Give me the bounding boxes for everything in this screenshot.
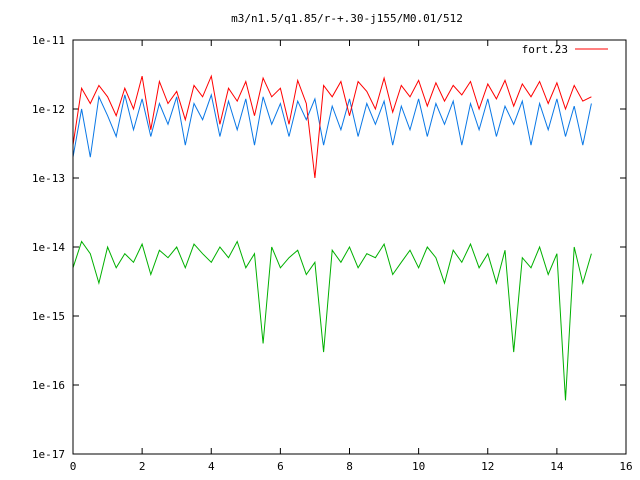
legend-label: fort.23 bbox=[522, 43, 568, 56]
series-line bbox=[72, 74, 592, 179]
chart-title: m3/n1.5/q1.85/r-+.30-j155/M0.01/512 bbox=[231, 12, 463, 25]
series-layer bbox=[72, 74, 592, 401]
y-tick-label: 1e-17 bbox=[32, 448, 65, 461]
y-tick-label: 1e-13 bbox=[32, 172, 65, 185]
x-tick-label: 0 bbox=[70, 460, 77, 473]
legend: fort.23 bbox=[522, 43, 608, 56]
x-tick-label: 4 bbox=[208, 460, 215, 473]
x-tick-label: 14 bbox=[550, 460, 564, 473]
series-line bbox=[72, 240, 592, 401]
y-tick-label: 1e-11 bbox=[32, 34, 65, 47]
series-line bbox=[72, 93, 592, 158]
x-tick-label: 2 bbox=[139, 460, 146, 473]
plot-frame bbox=[72, 39, 627, 455]
x-tick-label: 8 bbox=[346, 460, 353, 473]
y-tick-label: 1e-16 bbox=[32, 379, 65, 392]
x-tick-label: 10 bbox=[412, 460, 425, 473]
y-tick-label: 1e-14 bbox=[32, 241, 65, 254]
x-tick-label: 6 bbox=[277, 460, 284, 473]
x-tick-label: 12 bbox=[481, 460, 494, 473]
y-tick-label: 1e-12 bbox=[32, 103, 65, 116]
x-tick-label: 16 bbox=[619, 460, 632, 473]
y-tick-label: 1e-15 bbox=[32, 310, 65, 323]
